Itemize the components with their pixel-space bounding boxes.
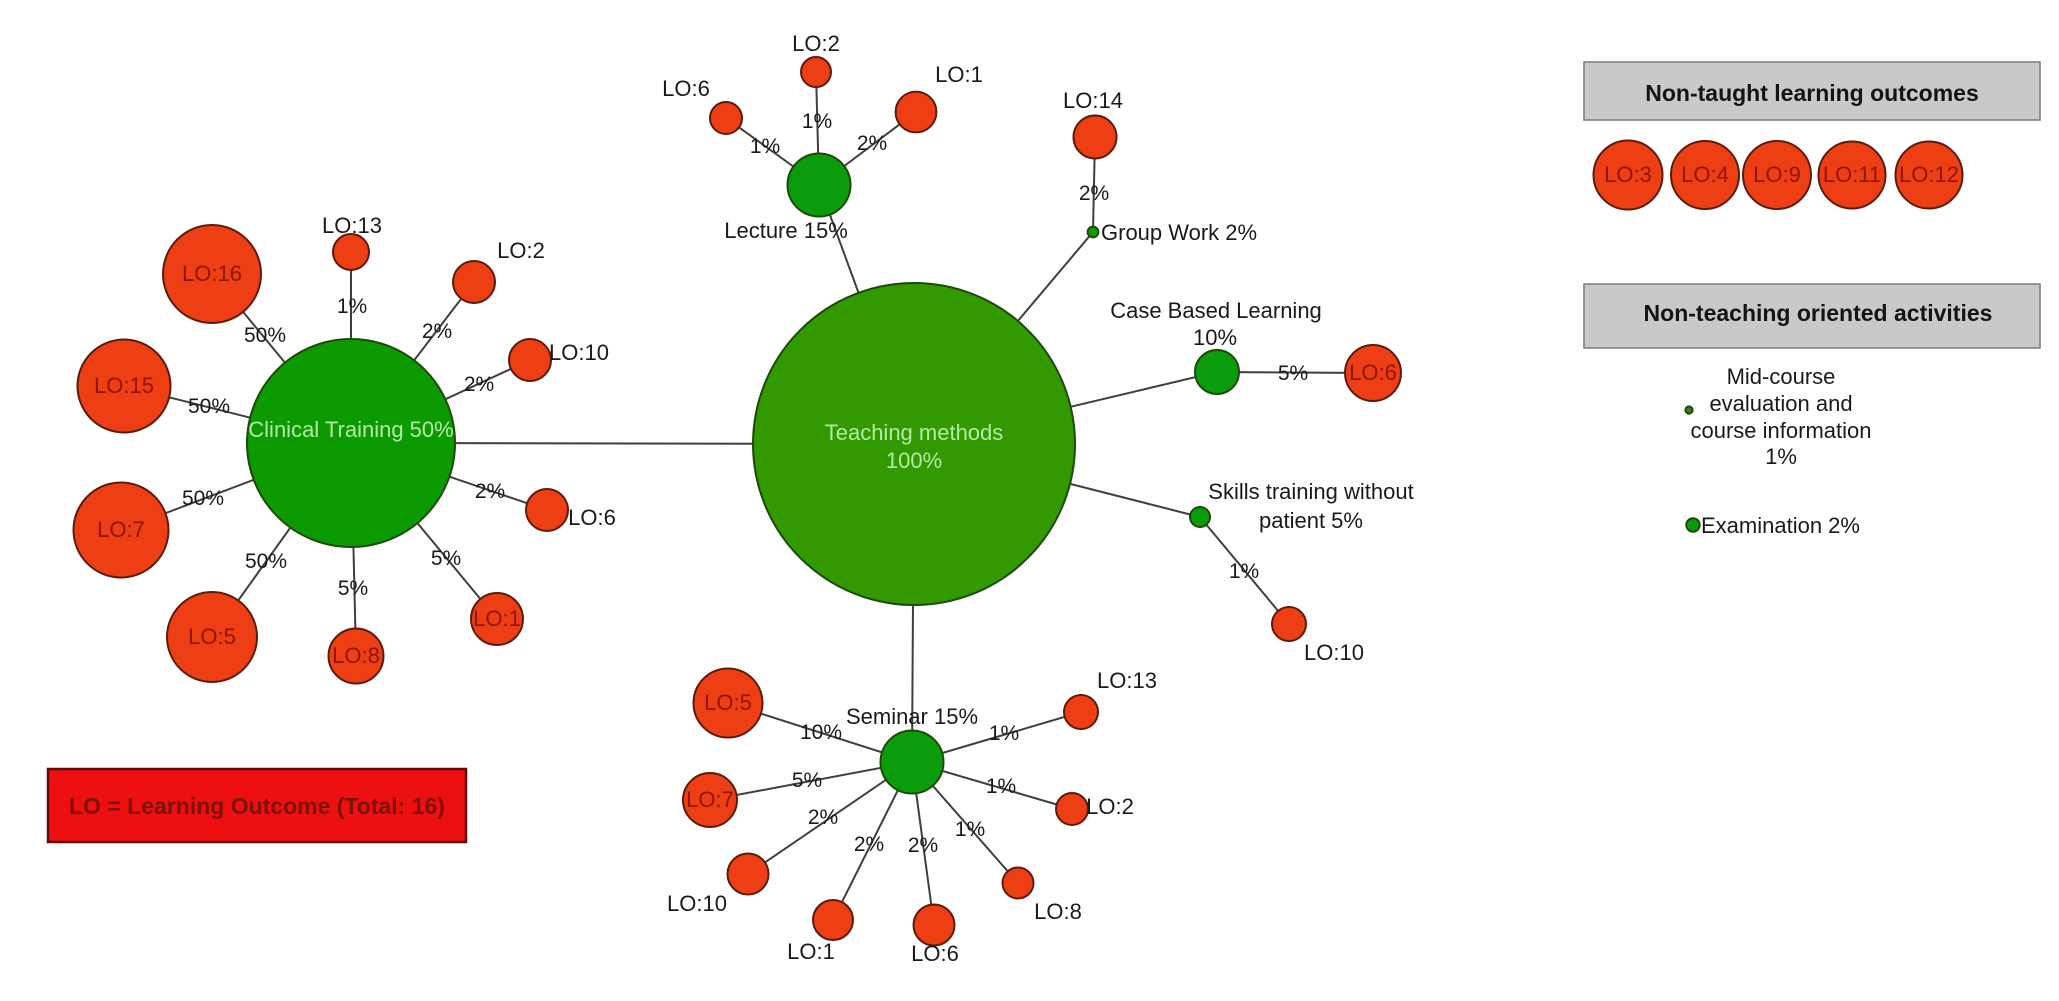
svg-text:2%: 2% xyxy=(808,806,838,829)
svg-text:50%: 50% xyxy=(245,550,287,573)
svg-text:50%: 50% xyxy=(244,324,286,347)
svg-text:10%: 10% xyxy=(1193,325,1237,350)
svg-text:LO:11: LO:11 xyxy=(1823,162,1881,187)
svg-text:LO:10: LO:10 xyxy=(667,891,727,916)
svg-text:LO:13: LO:13 xyxy=(322,213,382,238)
svg-text:LO:7: LO:7 xyxy=(97,517,145,542)
svg-text:LO:13: LO:13 xyxy=(1097,668,1157,693)
svg-text:5%: 5% xyxy=(792,769,822,792)
svg-text:LO = Learning Outcome (Total:: LO = Learning Outcome (Total: 16) xyxy=(69,793,445,819)
svg-text:1%: 1% xyxy=(1229,560,1259,583)
svg-text:LO:8: LO:8 xyxy=(332,643,380,668)
svg-text:Mid-course: Mid-course xyxy=(1727,364,1836,389)
svg-text:Non-teaching oriented activiti: Non-teaching oriented activities xyxy=(1644,300,1993,326)
svg-text:1%: 1% xyxy=(986,775,1016,798)
svg-text:2%: 2% xyxy=(908,834,938,857)
svg-text:100%: 100% xyxy=(886,448,942,473)
svg-text:LO:1: LO:1 xyxy=(935,62,983,87)
svg-text:Group Work 2%: Group Work 2% xyxy=(1101,220,1257,245)
svg-text:LO:1: LO:1 xyxy=(787,939,835,964)
svg-text:LO:16: LO:16 xyxy=(182,261,242,286)
svg-text:LO:6: LO:6 xyxy=(662,76,710,101)
svg-text:1%: 1% xyxy=(750,135,780,158)
svg-text:Clinical Training 50%: Clinical Training 50% xyxy=(248,417,453,442)
svg-text:Lecture 15%: Lecture 15% xyxy=(724,218,848,243)
svg-text:evaluation and: evaluation and xyxy=(1709,391,1852,416)
svg-text:1%: 1% xyxy=(989,722,1019,745)
svg-text:1%: 1% xyxy=(955,818,985,841)
svg-text:LO:2: LO:2 xyxy=(497,238,545,263)
svg-text:LO:12: LO:12 xyxy=(1899,162,1959,187)
svg-text:Seminar 15%: Seminar 15% xyxy=(846,704,978,729)
svg-text:course information: course information xyxy=(1691,418,1872,443)
svg-text:2%: 2% xyxy=(422,320,452,343)
svg-text:LO:7: LO:7 xyxy=(686,787,734,812)
svg-text:LO:1: LO:1 xyxy=(473,606,521,631)
svg-text:LO:15: LO:15 xyxy=(94,373,154,398)
svg-text:LO:4: LO:4 xyxy=(1681,162,1729,187)
svg-text:10%: 10% xyxy=(800,721,842,744)
svg-text:2%: 2% xyxy=(475,480,505,503)
svg-text:Examination 2%: Examination 2% xyxy=(1701,513,1860,538)
svg-text:LO:6: LO:6 xyxy=(1349,360,1397,385)
svg-text:LO:8: LO:8 xyxy=(1034,899,1082,924)
svg-text:2%: 2% xyxy=(857,132,887,155)
svg-text:50%: 50% xyxy=(188,395,230,418)
svg-text:LO:6: LO:6 xyxy=(911,941,959,966)
svg-text:LO:10: LO:10 xyxy=(549,340,609,365)
svg-text:5%: 5% xyxy=(431,547,461,570)
svg-text:5%: 5% xyxy=(1278,362,1308,385)
svg-text:Case Based Learning: Case Based Learning xyxy=(1110,298,1322,323)
svg-text:2%: 2% xyxy=(854,833,884,856)
svg-text:LO:9: LO:9 xyxy=(1753,162,1801,187)
svg-text:LO:5: LO:5 xyxy=(704,690,752,715)
svg-text:1%: 1% xyxy=(802,110,832,133)
svg-text:2%: 2% xyxy=(1079,182,1109,205)
svg-text:5%: 5% xyxy=(338,577,368,600)
svg-text:LO:10: LO:10 xyxy=(1304,640,1364,665)
svg-text:1%: 1% xyxy=(1765,444,1797,469)
svg-text:LO:6: LO:6 xyxy=(568,505,616,530)
svg-text:LO:2: LO:2 xyxy=(792,31,840,56)
svg-text:LO:5: LO:5 xyxy=(188,624,236,649)
svg-text:Skills training without: Skills training without xyxy=(1208,479,1413,504)
svg-text:LO:2: LO:2 xyxy=(1086,794,1134,819)
svg-text:2%: 2% xyxy=(464,373,494,396)
svg-text:patient 5%: patient 5% xyxy=(1259,508,1363,533)
svg-text:50%: 50% xyxy=(182,487,224,510)
svg-text:Teaching methods: Teaching methods xyxy=(825,420,1004,445)
svg-text:1%: 1% xyxy=(337,295,367,318)
svg-text:LO:14: LO:14 xyxy=(1063,88,1123,113)
svg-text:Non-taught learning outcomes: Non-taught learning outcomes xyxy=(1645,80,1979,106)
svg-text:LO:3: LO:3 xyxy=(1604,162,1652,187)
